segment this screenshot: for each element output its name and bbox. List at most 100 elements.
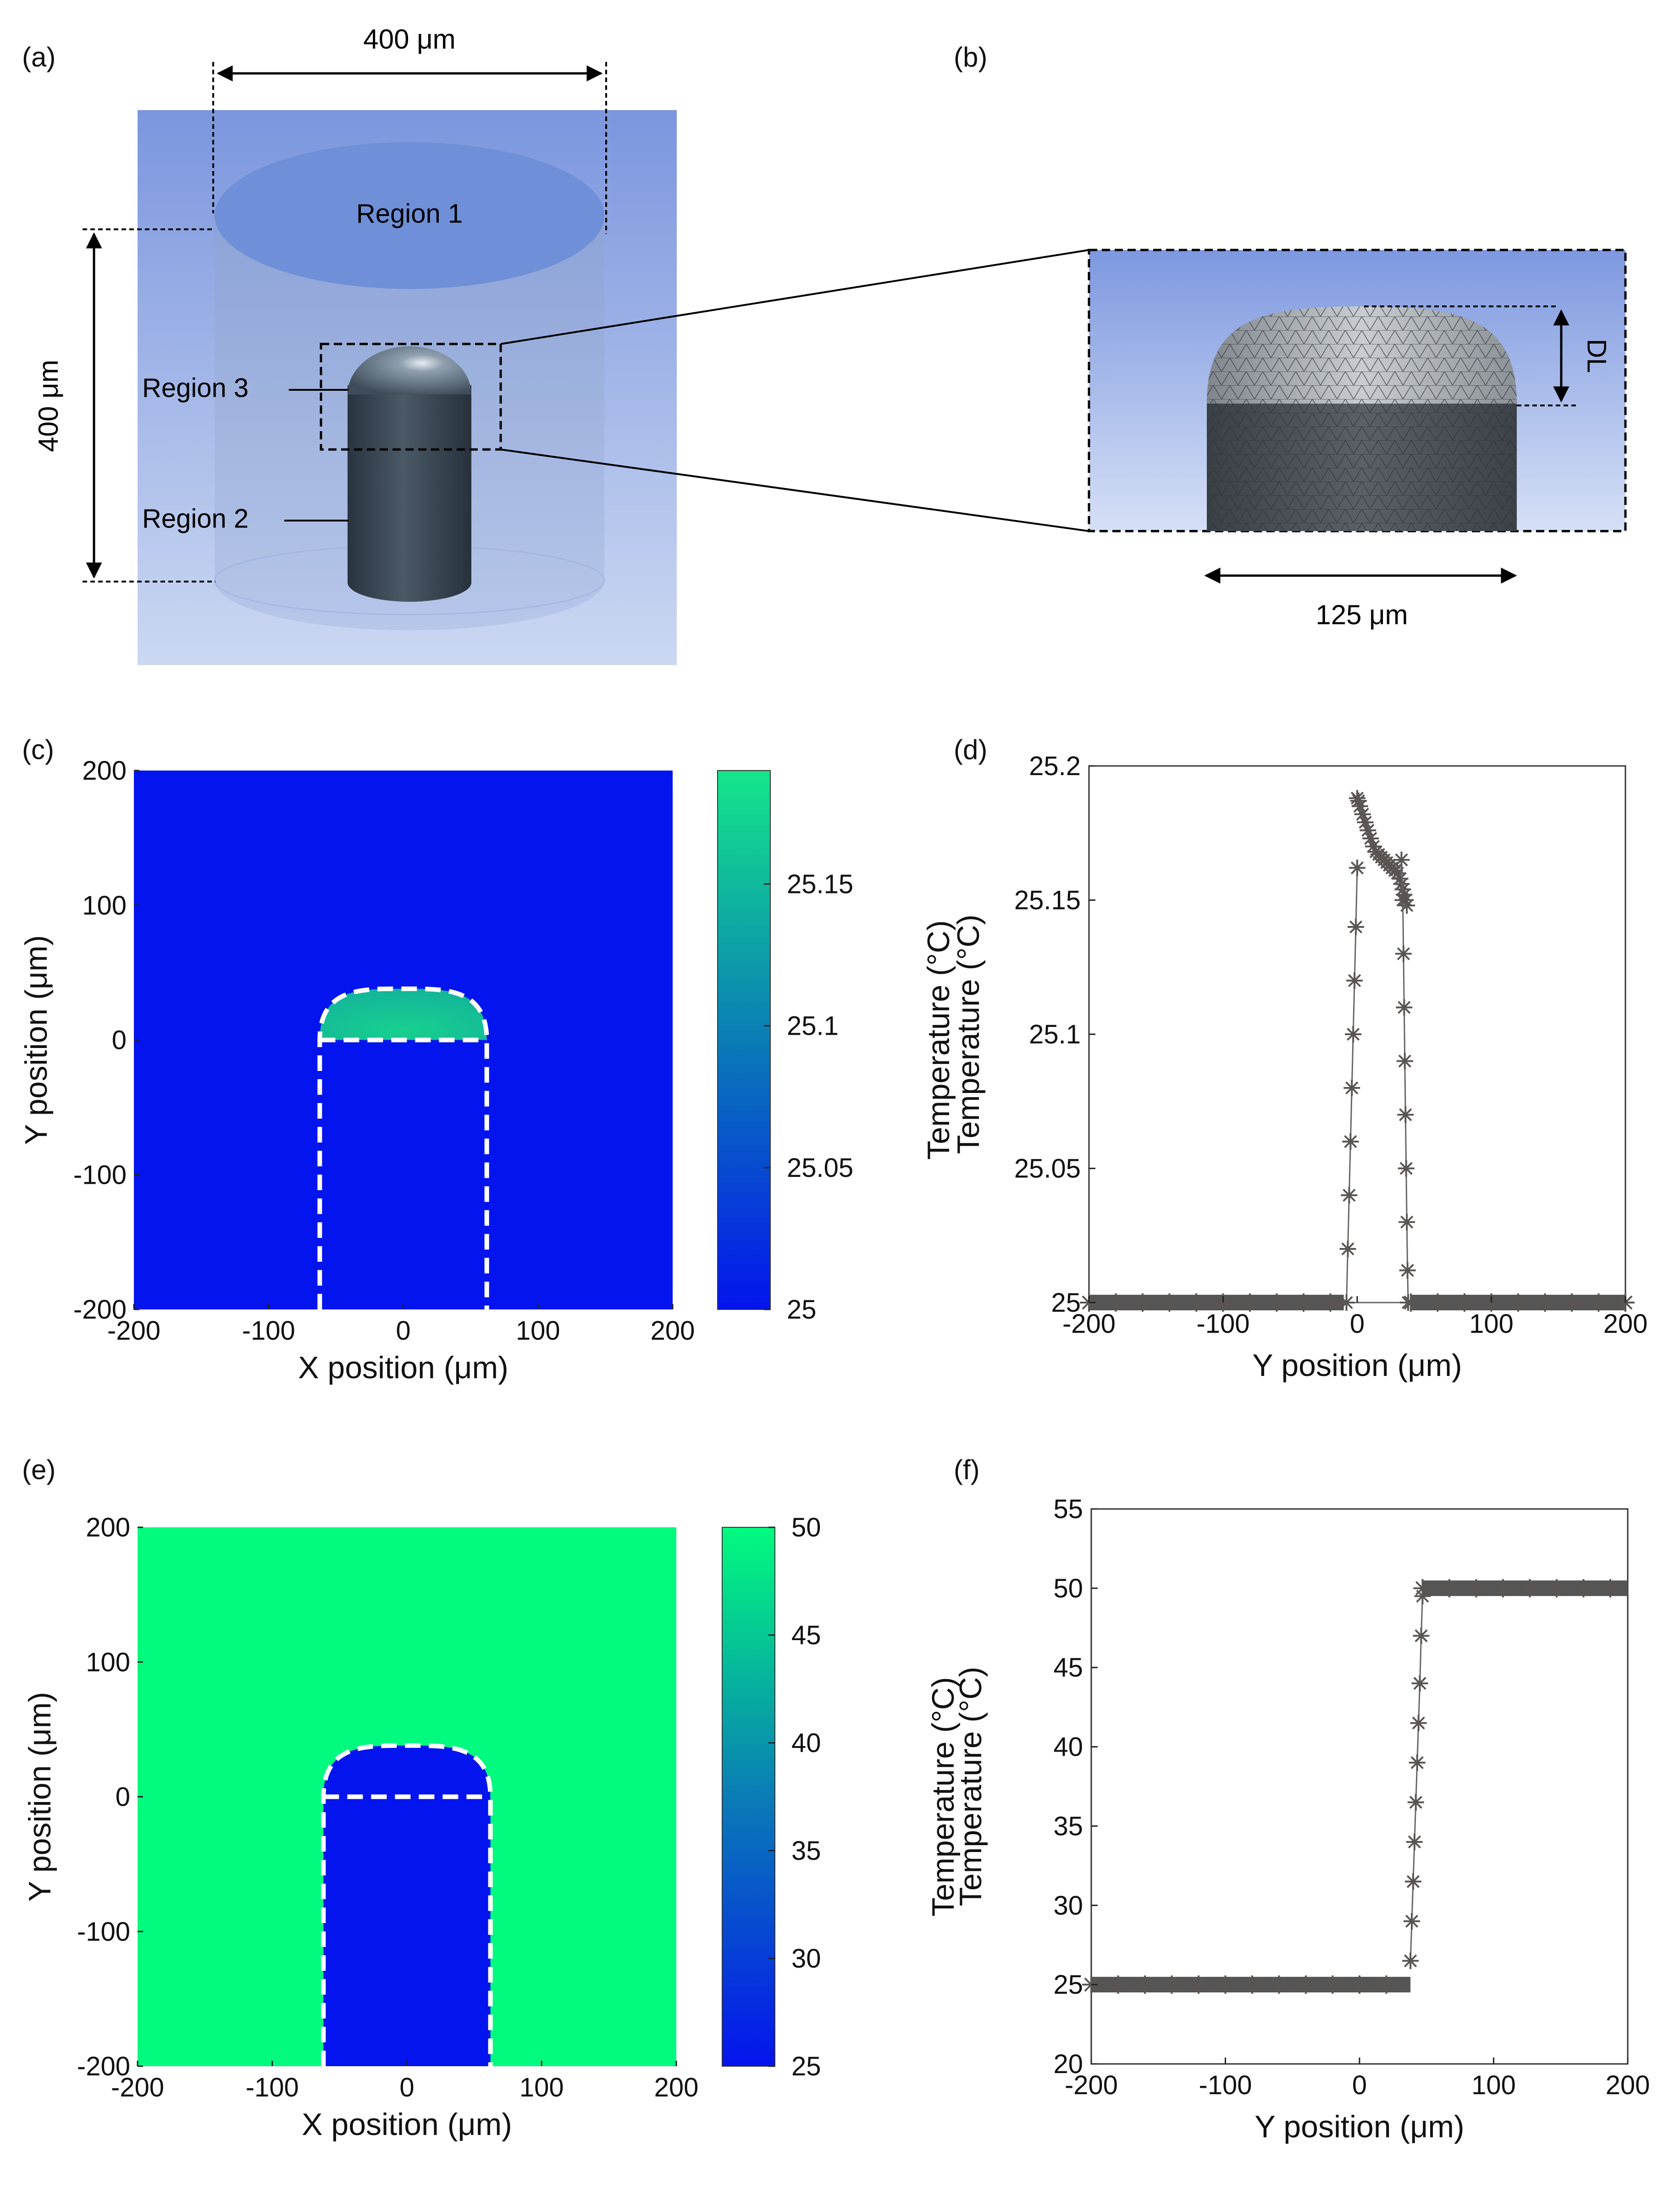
y-tick-label: -200 [73,1295,127,1325]
data-point [1339,1241,1356,1257]
data-point [1338,1294,1355,1311]
data-point [1297,1975,1315,1994]
colorbar-tick-label: 25.1 [787,1011,839,1041]
x-tick-label: 100 [516,1316,560,1346]
data-point [1411,1675,1428,1692]
data-point [1109,1975,1127,1994]
data-point [1365,838,1382,855]
y-tick-label: 100 [82,891,127,921]
data-point [1396,999,1413,1016]
y-tick-label: -100 [77,1917,130,1947]
x-axis-label: Y position (μm) [1254,2109,1464,2144]
data-point [1392,870,1409,887]
colorbar-tick-label: 50 [791,1513,821,1542]
panel-label-b: (b) [954,42,988,72]
data-point [1509,1293,1527,1312]
data-point [1241,1293,1259,1312]
region-2-label: Region 2 [142,504,249,533]
panel-label-f: (f) [954,1454,980,1485]
x-axis-label: Y position (μm) [1252,1348,1462,1383]
y-tick-label: 100 [86,1647,130,1677]
panel-a-geometry [83,62,1089,665]
data-point [1563,1293,1581,1312]
data-point [1440,1579,1459,1597]
data-point [1574,1579,1593,1597]
data-point [1389,865,1406,882]
data-point [1216,1975,1235,1994]
line-plot-d: -200 -100 0 100 200 25 25.05 25.1 25.15 25.2 Y pos… [951,751,1647,1383]
x-tick-label: -100 [1196,1309,1249,1339]
y-tick-label: 25.2 [1029,751,1081,781]
y-tick-label: 0 [116,1782,130,1812]
data-point [1343,1080,1360,1096]
region-outline [317,986,489,1309]
width-dimension-label: 400 μm [363,24,455,55]
x-tick-label: 200 [651,1316,695,1346]
y-tick-label: -200 [77,2052,130,2081]
data-point [1294,1293,1313,1312]
y-tick-label: 0 [112,1026,127,1055]
data-point [1133,1293,1152,1312]
data-point [1536,1293,1554,1312]
data-point [1359,822,1376,839]
x-tick-label: 100 [1469,1309,1514,1339]
data-point [1455,1293,1474,1312]
panel-label-e: (e) [22,1454,56,1485]
data-point [1589,1293,1608,1312]
region-1-label: Region 1 [356,199,463,228]
y-tick-label: 25 [1053,1970,1083,2000]
data-point [1323,1975,1342,1994]
y-tick-label: -100 [73,1160,127,1190]
x-tick-label: -200 [1065,2070,1118,2100]
x-tick-label: 200 [1606,2070,1650,2100]
y-axis-label: Temperature (°C) [951,915,986,1154]
heatmap-e: -200 -100 0 100 200 -200 -100 0 100 200 X position… [22,1513,961,2142]
colorbar-label: Temperature (°C) [926,1677,961,1916]
y-tick-label: 50 [1053,1574,1083,1603]
data-point [1395,945,1412,962]
y-axis-label: Temperature (°C) [953,1667,988,1906]
data-point [1106,1293,1125,1312]
heatmap-c: -200 -100 0 100 200 -200 -100 0 100 200 X position… [19,756,956,1385]
x-tick-label: -100 [242,1316,295,1346]
y-tick-label: 200 [86,1513,130,1542]
pillar-region [323,1797,491,2066]
data-point [1393,851,1410,868]
x-tick-label: -100 [1199,2070,1252,2100]
colorbar [717,770,771,1310]
y-tick-label: 200 [82,756,127,786]
panel-label-a: (a) [22,42,56,72]
data-point [1601,1579,1619,1597]
data-point [1409,1754,1426,1771]
y-tick-label: 25.15 [1014,886,1081,915]
x-tick-label: 200 [1603,1309,1648,1339]
x-tick-label: -200 [107,1316,160,1346]
y-tick-label: 35 [1053,1811,1083,1841]
data-point [1349,790,1365,807]
y-tick-label: 20 [1053,2049,1083,2079]
data-point [1346,972,1363,989]
dl-label: DL [1582,339,1612,373]
x-axis-label: X position (μm) [302,2107,512,2142]
series-line [1409,1596,1423,1961]
x-axis-label: X position (μm) [298,1350,508,1385]
colorbar [722,1527,775,2067]
data-point [1402,1952,1419,1969]
y-tick-label: 55 [1053,1494,1083,1524]
base-width-label: 125 μm [1315,599,1408,630]
data-point [1405,1873,1421,1890]
data-point [1341,1187,1358,1203]
colorbar-tick-label: 45 [791,1620,821,1650]
y-axis-label: Y position (μm) [19,935,54,1145]
data-point [1350,1975,1369,1994]
colorbar-tick-label: 25.05 [787,1153,853,1183]
data-point [1189,1975,1208,1994]
y-tick-label: 40 [1053,1732,1083,1762]
data-point [1357,814,1374,831]
colorbar-tick-label: 25 [791,2052,821,2081]
data-point [1547,1579,1566,1597]
data-point [1162,1975,1181,1994]
data-point [1350,793,1367,810]
x-tick-label: -200 [1062,1309,1116,1339]
